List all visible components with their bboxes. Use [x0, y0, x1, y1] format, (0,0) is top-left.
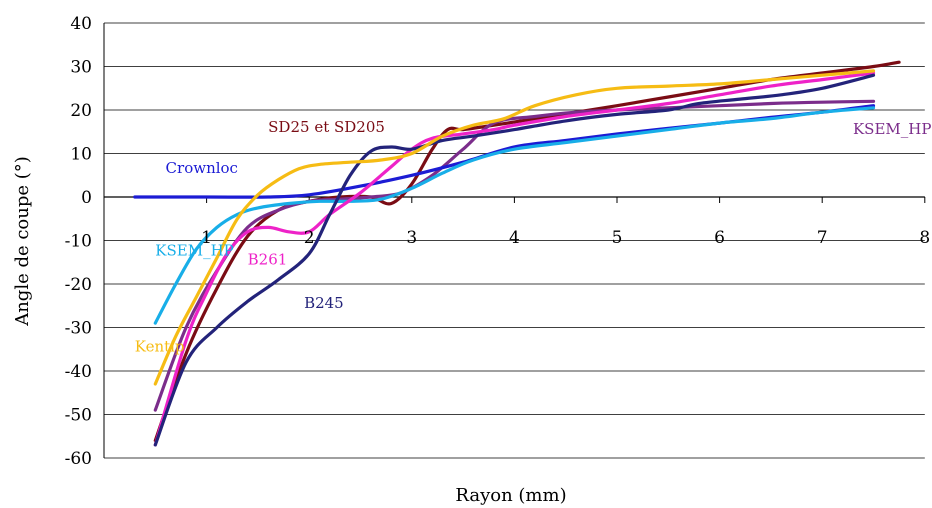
- y-tick-label: 40: [70, 14, 92, 34]
- y-tick-label: -20: [65, 275, 92, 295]
- series-line-sd25-et-sd205: [153, 60, 901, 443]
- y-tick-label: -10: [65, 232, 92, 252]
- x-tick-label: 7: [817, 228, 828, 248]
- x-tick-label: 4: [509, 228, 520, 248]
- x-tick-label: 2: [304, 228, 315, 248]
- series-label-b261: B261: [248, 250, 288, 268]
- y-tick-label: 10: [70, 145, 92, 165]
- x-tick-label: 1: [201, 228, 212, 248]
- tick-labels: 40 30 20 10 0 -10 -20 -30 -40 -50 -60 1 2 3 4 5 6 7 8: [65, 14, 931, 469]
- series-label-sd25-et-sd205: SD25 et SD205: [268, 118, 385, 136]
- series-line-kentip: [153, 69, 876, 386]
- y-tick-label: 0: [81, 188, 92, 208]
- series-line-ksem-hp: [153, 106, 876, 325]
- y-tick-label: 20: [70, 101, 92, 121]
- x-tick-label: 6: [714, 228, 725, 248]
- x-tick-label: 8: [919, 228, 930, 248]
- series-label-crownloc: Crownloc: [166, 159, 238, 177]
- series-lines: [133, 60, 901, 447]
- series-label-b245: B245: [304, 294, 344, 312]
- y-tick-label: 30: [70, 58, 92, 78]
- y-tick-label: -30: [65, 319, 92, 339]
- series-label-kentip: Kentip: [135, 337, 185, 355]
- y-tick-label: -50: [65, 406, 92, 426]
- x-tick-label: 5: [612, 228, 623, 248]
- series-label-ksem-hp: KSEM_HP: [155, 242, 233, 260]
- x-axis-title: Rayon (mm): [455, 485, 566, 506]
- x-tick-label: 3: [406, 228, 417, 248]
- y-axis-title: Angle de coupe (°): [12, 156, 33, 327]
- series-label-ksem-hpgm: KSEM_HPGM: [853, 120, 932, 138]
- y-tick-label: -60: [65, 449, 92, 469]
- series-annotations: SD25 et SD205 KSEM_HPGM Crownloc KSEM_HP B26…: [135, 118, 932, 356]
- y-tick-label: -40: [65, 362, 92, 382]
